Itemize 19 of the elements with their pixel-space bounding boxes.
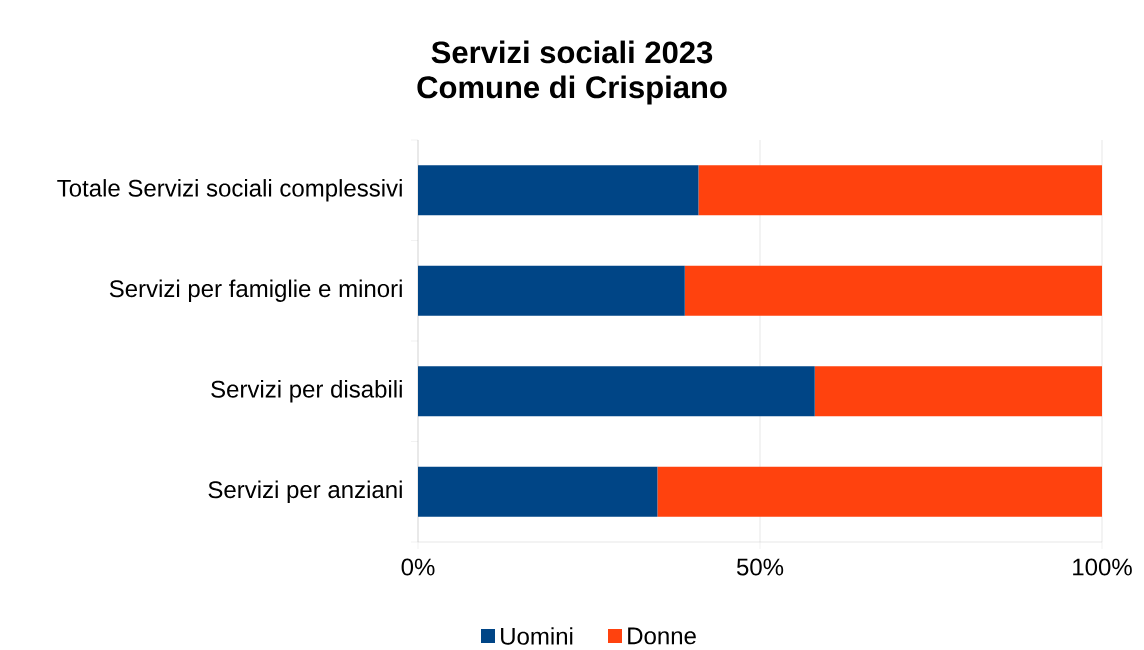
y-tick-label: Servizi per famiglie e minori: [109, 279, 402, 302]
x-tick-label: 0%: [401, 558, 435, 576]
bar: [418, 265, 685, 316]
chart-title: Servizi sociali 2023: [431, 40, 713, 64]
y-tick-label: Servizi per anziani: [208, 480, 402, 503]
x-tick-label: 100%: [1073, 558, 1132, 576]
legend-label: Donne: [628, 627, 696, 645]
y-tick-label: Totale Servizi sociali complessivi: [57, 179, 402, 202]
bar: [418, 366, 815, 417]
chart-subtitle: Comune di Crispiano: [417, 75, 727, 105]
x-tick-label: 50%: [736, 558, 784, 576]
bar: [657, 466, 1103, 517]
bar: [684, 265, 1103, 316]
bar: [418, 165, 699, 216]
legend-label: Uomini: [501, 627, 573, 645]
bar: [814, 366, 1103, 417]
bar: [418, 466, 658, 517]
y-tick-label: Servizi per disabili: [211, 380, 402, 403]
bar: [698, 165, 1103, 216]
